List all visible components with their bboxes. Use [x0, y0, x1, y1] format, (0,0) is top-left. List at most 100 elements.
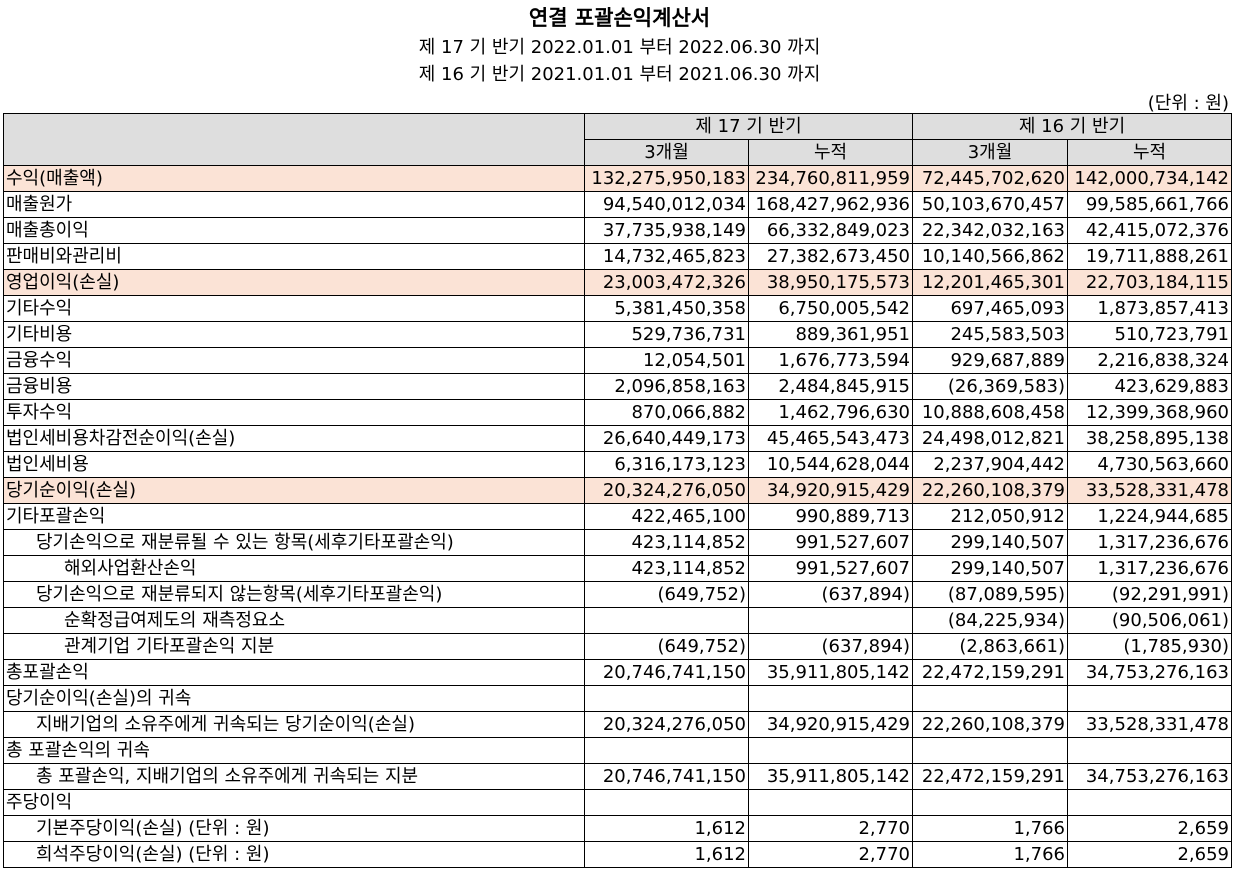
value-cell: 50,103,670,457 — [912, 191, 1068, 218]
value-cell: 1,766 — [912, 815, 1068, 842]
header-period-17: 제 17 기 반기 — [584, 113, 913, 140]
row-label: 금융비용 — [3, 373, 585, 400]
table-row: 투자수익 870,066,882 1,462,796,630 10,888,608,4… — [3, 399, 1232, 426]
value-cell: 168,427,962,936 — [748, 191, 913, 218]
row-label: 당기손익으로 재분류되지 않는항목(세후기타포괄손익) — [3, 581, 585, 608]
value-cell: 510,723,791 — [1067, 321, 1232, 348]
value-cell: 37,735,938,149 — [584, 217, 749, 244]
row-label: 총 포괄손익, 지배기업의 소유주에게 귀속되는 지분 — [3, 763, 585, 790]
value-cell: 929,687,889 — [912, 347, 1068, 374]
unit-label: (단위 : 원) — [1147, 93, 1229, 114]
header-blank — [3, 113, 585, 166]
statement-title: 연결 포괄손익계산서 — [528, 6, 711, 30]
row-label: 당기순이익(손실) — [3, 477, 585, 504]
value-cell: 20,746,741,150 — [584, 659, 749, 686]
value-cell: 234,760,811,959 — [748, 165, 913, 192]
value-cell: 34,920,915,429 — [748, 477, 913, 504]
value-cell: 1,873,857,413 — [1067, 295, 1232, 322]
table-row: 판매비와관리비 14,732,465,823 27,382,673,450 10,14… — [3, 243, 1232, 270]
row-label: 영업이익(손실) — [3, 269, 585, 296]
value-cell: 38,950,175,573 — [748, 269, 913, 296]
value-cell: 422,465,100 — [584, 503, 749, 530]
value-cell: 26,640,449,173 — [584, 425, 749, 452]
value-cell: 38,258,895,138 — [1067, 425, 1232, 452]
row-label: 순확정급여제도의 재측정요소 — [3, 607, 585, 634]
value-cell — [584, 789, 749, 816]
value-cell: 991,527,607 — [748, 529, 913, 556]
value-cell: 34,753,276,163 — [1067, 659, 1232, 686]
table-row: 당기손익으로 재분류되지 않는항목(세후기타포괄손익) (649,752) (637… — [3, 581, 1232, 608]
table-row: 금융비용 2,096,858,163 2,484,845,915 (26,369,58… — [3, 373, 1232, 400]
value-cell: 66,332,849,023 — [748, 217, 913, 244]
row-label: 매출원가 — [3, 191, 585, 218]
value-cell: 423,114,852 — [584, 529, 749, 556]
value-cell: 1,676,773,594 — [748, 347, 913, 374]
value-cell: 142,000,734,142 — [1067, 165, 1232, 192]
table-row: 당기손익으로 재분류될 수 있는 항목(세후기타포괄손익) 423,114,852… — [3, 529, 1232, 556]
value-cell: 10,888,608,458 — [912, 399, 1068, 426]
value-cell: 12,054,501 — [584, 347, 749, 374]
value-cell: 24,498,012,821 — [912, 425, 1068, 452]
value-cell: (1,785,930) — [1067, 633, 1232, 660]
value-cell: 22,260,108,379 — [912, 711, 1068, 738]
table-row: 희석주당이익(손실) (단위 : 원) 1,612 2,770 1,766 2,659 — [3, 841, 1232, 868]
row-label: 관계기업 기타포괄손익 지분 — [3, 633, 585, 660]
value-cell: 1,612 — [584, 841, 749, 868]
table-row: 총 포괄손익의 귀속 — [3, 737, 1232, 764]
table-row: 매출총이익 37,735,938,149 66,332,849,023 22,342,… — [3, 217, 1232, 244]
value-cell: 1,462,796,630 — [748, 399, 913, 426]
table-row: 기타포괄손익 422,465,100 990,889,713 212,050,912 1… — [3, 503, 1232, 530]
value-cell: 12,201,465,301 — [912, 269, 1068, 296]
value-cell: 4,730,563,660 — [1067, 451, 1232, 478]
value-cell: 1,766 — [912, 841, 1068, 868]
value-cell: 2,237,904,442 — [912, 451, 1068, 478]
value-cell — [748, 685, 913, 712]
value-cell: 6,750,005,542 — [748, 295, 913, 322]
header-cumulative-17: 누적 — [748, 139, 913, 166]
row-label: 매출총이익 — [3, 217, 585, 244]
table-row: 금융수익 12,054,501 1,676,773,594 929,687,889 2,… — [3, 347, 1232, 374]
value-cell: 22,260,108,379 — [912, 477, 1068, 504]
value-cell: 34,920,915,429 — [748, 711, 913, 738]
value-cell: (26,369,583) — [912, 373, 1068, 400]
header-row-columns: 3개월 누적 3개월 누적 — [4, 139, 1232, 166]
value-cell — [584, 607, 749, 634]
value-cell: (637,894) — [748, 633, 913, 660]
value-cell: 94,540,012,034 — [584, 191, 749, 218]
value-cell: 22,472,159,291 — [912, 763, 1068, 790]
value-cell: 889,361,951 — [748, 321, 913, 348]
value-cell: 23,003,472,326 — [584, 269, 749, 296]
header-3month-17: 3개월 — [584, 139, 749, 166]
period-prior: 제 16 기 반기 2021.01.01 부터 2021.06.30 까지 — [418, 64, 821, 85]
value-cell — [584, 737, 749, 764]
row-label: 해외사업환산손익 — [3, 555, 585, 582]
row-label: 법인세비용차감전순이익(손실) — [3, 425, 585, 452]
value-cell — [912, 789, 1068, 816]
row-label: 총포괄손익 — [3, 659, 585, 686]
value-cell: 423,114,852 — [584, 555, 749, 582]
value-cell — [1067, 737, 1232, 764]
value-cell — [748, 789, 913, 816]
value-cell: 72,445,702,620 — [912, 165, 1068, 192]
table-row: 기타수익 5,381,450,358 6,750,005,542 697,465,09… — [3, 295, 1232, 322]
value-cell: 990,889,713 — [748, 503, 913, 530]
row-label: 기타포괄손익 — [3, 503, 585, 530]
row-label: 당기손익으로 재분류될 수 있는 항목(세후기타포괄손익) — [3, 529, 585, 556]
value-cell: 697,465,093 — [912, 295, 1068, 322]
table-row: 관계기업 기타포괄손익 지분 (649,752) (637,894) (2,863,6… — [3, 633, 1232, 660]
value-cell: 14,732,465,823 — [584, 243, 749, 270]
value-cell: 45,465,543,473 — [748, 425, 913, 452]
table-row: 총 포괄손익, 지배기업의 소유주에게 귀속되는 지분 20,746,741,15… — [3, 763, 1232, 790]
value-cell: 22,472,159,291 — [912, 659, 1068, 686]
income-statement-table: 제 17 기 반기 제 16 기 반기 3개월 누적 3개월 누적 수익(매출액… — [3, 113, 1232, 868]
row-label: 총 포괄손익의 귀속 — [3, 737, 585, 764]
row-label: 주당이익 — [3, 789, 585, 816]
value-cell: 10,544,628,044 — [748, 451, 913, 478]
value-cell: 212,050,912 — [912, 503, 1068, 530]
value-cell — [748, 607, 913, 634]
value-cell: 529,736,731 — [584, 321, 749, 348]
value-cell: 99,585,661,766 — [1067, 191, 1232, 218]
header-3month-16: 3개월 — [912, 139, 1068, 166]
value-cell: 423,629,883 — [1067, 373, 1232, 400]
value-cell: (649,752) — [584, 581, 749, 608]
